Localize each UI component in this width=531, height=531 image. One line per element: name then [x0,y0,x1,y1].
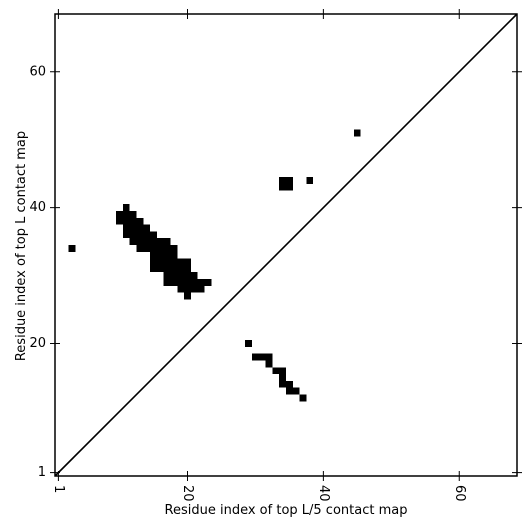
contact-cell [136,231,144,239]
contact-cell [177,278,185,286]
y-tick-label: 20 [29,336,46,351]
x-axis-label: Residue index of top L/5 contact map [165,503,408,518]
x-tick-label: 1 [51,485,66,493]
contact-cell [299,394,307,402]
contact-cell [170,245,178,252]
contact-cell [279,367,286,375]
contact-cell [129,238,137,245]
contact-cell [122,231,130,239]
contact-cell [306,177,314,184]
contact-cell [163,245,171,252]
contact-cell [156,238,164,245]
contact-cell [163,258,171,266]
contact-cell [150,265,157,273]
contact-cell [136,245,144,252]
x-tick-label: 40 [316,485,331,502]
contact-cell [190,272,198,279]
contact-cell [177,265,185,273]
contact-cell [136,224,144,232]
contact-cell [170,251,178,259]
contact-cell [184,272,191,279]
contact-cell [143,245,151,252]
contact-cell [122,224,130,232]
contact-cell [163,278,171,286]
y-tick-label: 40 [29,200,46,215]
contact-cell [279,183,286,191]
contact-cell [150,231,157,239]
contact-cell [143,231,151,239]
contact-cell [177,285,185,293]
contact-cell [129,211,137,218]
contact-cell [129,217,137,225]
contact-cell [122,204,130,212]
contact-cell [136,217,144,225]
x-tick-label: 20 [180,485,195,502]
contact-cell [265,360,273,368]
contact-cell [122,217,130,225]
y-axis-label: Residue index of top L contact map [14,131,29,361]
y-tick-label: 60 [29,64,46,79]
contact-cell [184,278,191,286]
contact-cell [184,265,191,273]
contact-cell [279,380,286,388]
x-tick-label: 60 [452,485,467,502]
contact-cell [143,224,151,232]
contact-cell [163,272,171,279]
contact-cell [184,292,191,300]
contact-cell [197,285,205,293]
contact-cell [197,278,205,286]
contact-cell [156,258,164,266]
contact-cell [122,211,130,218]
contact-cell [163,238,171,245]
contact-cell [150,251,157,259]
contact-cell [286,177,293,184]
contact-cell [129,224,137,232]
contact-cell [272,367,280,375]
contact-cell [156,245,164,252]
contact-cell [184,285,191,293]
contact-cell [184,258,191,266]
contact-cell [170,278,178,286]
contact-cell [279,177,286,184]
contact-cell [265,353,273,361]
contact-cell [163,265,171,273]
contact-cell [170,258,178,266]
contact-cell [286,380,293,388]
y-tick-label: 1 [38,465,46,480]
contact-cell [156,265,164,273]
contact-cell [286,387,293,395]
contact-cell [258,353,266,361]
contact-cell [150,238,157,245]
diagonal-line [54,13,518,477]
contact-cell [177,272,185,279]
contact-cell [68,245,76,252]
contact-cell [143,238,151,245]
contact-cell [190,278,198,286]
contact-cell [116,217,123,225]
contact-cell [150,245,157,252]
contact-cell [156,251,164,259]
contact-cell [136,238,144,245]
contact-cell [252,353,259,361]
plot-frame [54,13,518,477]
contact-cell [286,183,293,191]
contact-cell [292,387,300,395]
contact-cell [170,272,178,279]
contact-cell [204,278,212,286]
contact-cell [245,340,253,347]
contact-cell [190,285,198,293]
contact-cell [177,258,185,266]
contact-cell [150,258,157,266]
contact-cell [353,129,361,137]
contact-cell [170,265,178,273]
contact-cell [163,251,171,259]
contact-cell [279,374,286,381]
contact-cell [116,211,123,218]
contact-cell [129,231,137,239]
